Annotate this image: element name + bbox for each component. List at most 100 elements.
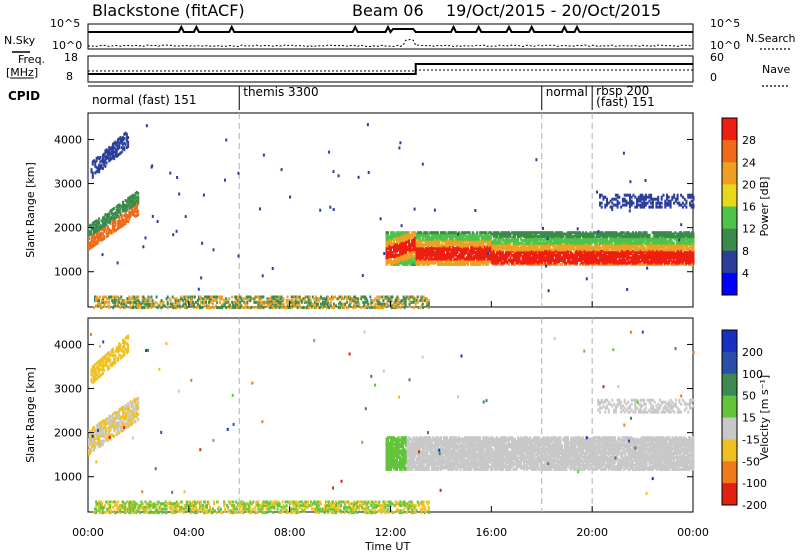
data-cell [488,235,491,239]
data-cell [388,257,391,261]
data-cell [260,297,263,301]
data-cell [88,243,90,247]
data-cell [664,205,667,209]
data-cell [227,300,230,304]
data-cell [518,258,521,262]
data-cell [242,306,245,310]
data-cell [417,262,420,266]
data-cell [142,299,145,303]
data-cell [479,252,482,256]
data-cell [615,248,618,252]
data-cell [633,232,636,236]
data-cell [408,231,411,235]
data-cell [101,156,104,159]
data-cell [459,260,462,264]
data-cell [159,300,162,304]
data-cell [106,213,109,217]
data-cell [178,304,181,308]
data-cell [560,243,563,247]
data-cell [174,304,177,308]
data-cell [606,261,609,265]
data-cell [479,248,482,252]
data-cell [421,243,424,247]
data-cell [607,260,610,264]
data-cell [625,239,628,243]
data-cell [113,215,116,219]
data-cell [264,300,267,304]
data-cell [135,191,138,194]
data-cell [497,251,500,254]
data-cell [633,237,636,241]
data-cell [122,202,124,206]
data-cell [494,231,497,235]
data-cell [684,256,687,260]
data-cell [135,302,138,306]
data-cell [553,261,556,265]
data-cell [128,212,131,216]
data-cell [123,205,126,209]
data-cell [681,201,684,205]
data-cell [588,239,591,243]
data-cell [594,236,597,240]
data-cell [650,201,653,205]
data-cell [96,225,99,229]
data-cell [600,193,603,197]
data-cell [114,304,117,308]
data-cell [616,260,619,264]
data-cell [486,232,489,236]
data-cell [417,240,420,244]
data-cell [501,253,504,257]
data-cell [414,244,417,248]
data-cell [453,231,456,235]
data-cell [223,299,226,303]
data-cell [471,241,474,245]
data-cell [452,241,454,245]
data-cell [208,300,210,304]
data-cell [553,237,556,241]
data-cell [274,306,277,310]
data-cell [111,145,114,148]
data-cell [538,248,541,252]
data-cell [618,235,621,239]
data-cell [594,262,597,266]
data-cell [423,231,426,235]
data-cell [615,231,618,235]
data-cell [467,252,470,256]
data-cell [132,193,135,197]
data-cell [192,306,195,310]
data-cell [648,193,651,197]
data-cell [639,193,642,197]
data-cell [104,149,107,153]
data-cell [523,258,526,262]
data-cell [535,256,538,260]
data-cell [111,156,114,159]
data-cell [104,156,107,159]
data-cell [692,248,695,252]
data-cell [580,232,583,236]
data-cell [417,233,420,237]
data-cell [141,295,144,299]
data-cell [627,249,630,253]
data-cell [660,205,663,209]
data-cell [95,165,98,169]
data-cell [385,231,388,235]
data-cell [641,197,644,201]
data-cell [433,255,436,258]
data-cell [397,258,400,262]
data-cell [104,164,107,168]
data-cell [491,247,494,250]
data-cell [681,252,684,256]
data-cell [104,225,107,229]
data-cell [655,201,658,205]
data-cell [90,170,93,174]
data-cell [495,257,498,261]
data-cell [651,247,654,250]
data-cell [201,300,204,304]
data-cell [647,233,650,237]
data-cell [508,258,510,262]
data-cell [477,257,480,261]
data-cell [529,245,532,249]
data-cell [446,235,448,239]
data-cell [657,205,660,209]
data-cell [468,240,471,244]
